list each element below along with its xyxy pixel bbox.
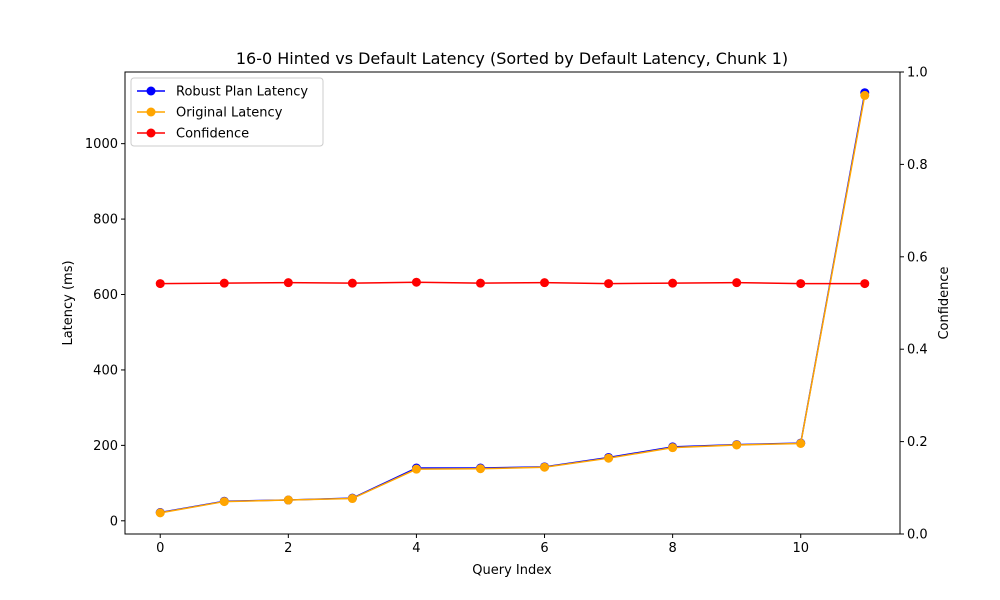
y2-tick-label: 0.8	[907, 158, 928, 173]
data-point-confidence	[796, 279, 806, 289]
data-point-original-latency	[604, 453, 614, 463]
y2-tick-label: 0.4	[907, 343, 928, 358]
y-axis-label: Latency (ms)	[61, 260, 76, 345]
data-point-original-latency	[219, 497, 229, 507]
x-tick-label: 8	[668, 541, 676, 556]
data-point-confidence	[860, 279, 870, 289]
data-point-original-latency	[668, 443, 678, 453]
plot-frame	[124, 71, 901, 535]
legend: Robust Plan Latency Original Latency Confi…	[130, 77, 324, 147]
y2-tick-label: 0.0	[907, 528, 928, 543]
legend-box	[130, 77, 324, 147]
series-original-latency	[155, 90, 870, 518]
data-point-original-latency	[411, 464, 421, 474]
y-tick-label: 800	[93, 213, 118, 228]
series-line-robust-plan-latency	[160, 92, 866, 514]
data-point-confidence	[732, 278, 742, 288]
y-tick-label: 200	[93, 439, 118, 454]
data-point-original-latency	[475, 464, 485, 474]
x-tick-label: 2	[284, 541, 292, 556]
series-line-original-latency	[160, 95, 866, 514]
x-tick-label: 4	[412, 541, 420, 556]
x-tick-label: 6	[540, 541, 548, 556]
chart-title: 16-0 Hinted vs Default Latency (Sorted b…	[236, 49, 788, 68]
x-axis-label: Query Index	[472, 563, 552, 578]
legend-label-confidence: Confidence	[176, 127, 249, 142]
data-point-original-latency	[796, 438, 806, 448]
data-point-original-latency	[732, 440, 742, 450]
data-point-confidence	[219, 278, 229, 288]
data-point-confidence	[668, 278, 678, 288]
y-axis-right: 0.0 0.2 0.4 0.6 0.8 1.0	[900, 66, 928, 543]
y2-axis-label: Confidence	[937, 266, 952, 339]
y2-tick-label: 0.2	[907, 435, 928, 450]
data-point-original-latency	[283, 495, 293, 505]
y-tick-label: 600	[93, 288, 118, 303]
legend-marker-confidence	[146, 128, 156, 138]
y-tick-label: 1000	[85, 137, 118, 152]
data-point-confidence	[411, 277, 421, 287]
legend-marker-robust-plan-latency	[146, 86, 156, 96]
series-confidence	[155, 277, 870, 289]
y-tick-label: 400	[93, 363, 118, 378]
y-tick-label: 0	[110, 514, 118, 529]
x-tick-label: 0	[156, 541, 164, 556]
legend-label-robust-plan-latency: Robust Plan Latency	[176, 85, 308, 100]
data-point-confidence	[540, 278, 550, 288]
data-point-original-latency	[347, 494, 357, 504]
y2-tick-label: 0.6	[907, 250, 928, 265]
data-point-original-latency	[155, 508, 165, 518]
y2-tick-label: 1.0	[907, 66, 928, 81]
series-line-confidence	[160, 281, 865, 285]
legend-label-original-latency: Original Latency	[176, 106, 283, 121]
data-point-original-latency	[540, 462, 550, 472]
data-point-confidence	[155, 279, 165, 289]
x-tick-label: 10	[792, 541, 809, 556]
legend-marker-original-latency	[146, 107, 156, 117]
data-point-confidence	[347, 278, 357, 288]
series-robust-plan-latency	[155, 88, 870, 518]
data-point-confidence	[604, 279, 614, 289]
data-point-confidence	[283, 278, 293, 288]
data-point-confidence	[475, 278, 485, 288]
x-axis: 0 2 4 6 8 10	[156, 534, 809, 556]
plot-area	[155, 88, 870, 518]
y-axis-left: 0 200 400 600 800 1000	[85, 137, 125, 529]
data-point-original-latency	[860, 90, 870, 100]
